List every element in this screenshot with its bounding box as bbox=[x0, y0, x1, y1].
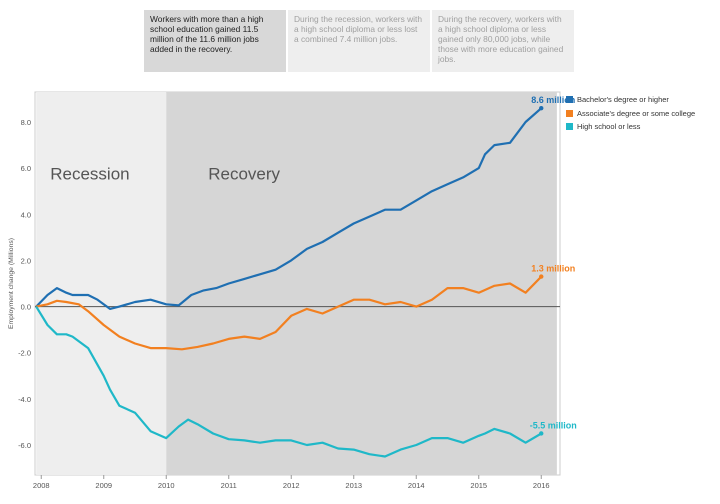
story-tab-2[interactable]: During the recession, workers with a hig… bbox=[288, 10, 430, 72]
story-tab-3[interactable]: During the recovery, workers with a high… bbox=[432, 10, 574, 72]
y-tick-label: 2.0 bbox=[21, 256, 31, 265]
legend-swatch-associates bbox=[566, 109, 573, 117]
series-line-highschool bbox=[35, 306, 542, 458]
legend: Bachelor's degree or higher Associate's … bbox=[566, 93, 695, 134]
legend-item-highschool[interactable]: High school or less bbox=[566, 120, 695, 134]
y-tick-label: 0.0 bbox=[21, 303, 31, 312]
y-tick-label: -6.0 bbox=[18, 441, 31, 450]
legend-swatch-bachelors bbox=[566, 96, 573, 104]
y-tick-label: -2.0 bbox=[18, 349, 31, 358]
x-tick-label: 2009 bbox=[95, 481, 112, 490]
y-tick-label: -4.0 bbox=[18, 395, 31, 404]
y-axis-label: Employment change (Millions) bbox=[8, 238, 15, 329]
series-line-associates bbox=[35, 275, 543, 351]
y-tick-label: 4.0 bbox=[21, 210, 31, 219]
x-tick-label: 2014 bbox=[408, 481, 425, 490]
x-tick-label: 2013 bbox=[345, 481, 362, 490]
x-tick-label: 2011 bbox=[221, 481, 237, 490]
region-recovery bbox=[166, 92, 557, 475]
x-tick-label: 2008 bbox=[33, 481, 50, 490]
story-tab-1[interactable]: Workers with more than a high school edu… bbox=[144, 10, 286, 72]
y-tick-label: 6.0 bbox=[21, 164, 31, 173]
series-end-label-bachelors: 8.6 million bbox=[531, 95, 575, 105]
series-end-point-bachelors bbox=[539, 105, 544, 111]
chart-frame: Recession Recovery -6.0 -4.0 -2.0 0.0 2.0 4.0 6.… bbox=[0, 84, 720, 499]
y-tick-label: 8.0 bbox=[21, 118, 31, 127]
x-tick-label: 2015 bbox=[470, 481, 487, 490]
series-end-point-highschool bbox=[539, 431, 544, 436]
legend-label-highschool: High school or less bbox=[577, 122, 641, 132]
legend-item-bachelors[interactable]: Bachelor's degree or higher bbox=[566, 93, 695, 107]
x-tick-label: 2012 bbox=[283, 481, 300, 490]
series-line-bachelors bbox=[35, 107, 543, 310]
region-label-recession: Recession bbox=[50, 165, 129, 184]
series-end-point-associates bbox=[539, 274, 544, 279]
employment-chart: Recession Recovery -6.0 -4.0 -2.0 0.0 2.0 4.0 6.… bbox=[8, 91, 577, 490]
x-tick-label: 2016 bbox=[533, 481, 550, 490]
series-end-label-associates: 1.3 million bbox=[531, 264, 575, 274]
story-tabs: Workers with more than a high school edu… bbox=[144, 10, 574, 72]
region-recession bbox=[36, 92, 167, 475]
legend-label-associates: Associate's degree or some college bbox=[577, 108, 696, 118]
series-end-label-highschool: -5.5 million bbox=[530, 420, 577, 430]
region-label-recovery: Recovery bbox=[208, 165, 280, 184]
legend-swatch-highschool bbox=[566, 123, 573, 131]
legend-label-bachelors: Bachelor's degree or higher bbox=[577, 95, 669, 105]
legend-item-associates[interactable]: Associate's degree or some college bbox=[566, 107, 695, 121]
x-tick-label: 2010 bbox=[158, 481, 175, 490]
